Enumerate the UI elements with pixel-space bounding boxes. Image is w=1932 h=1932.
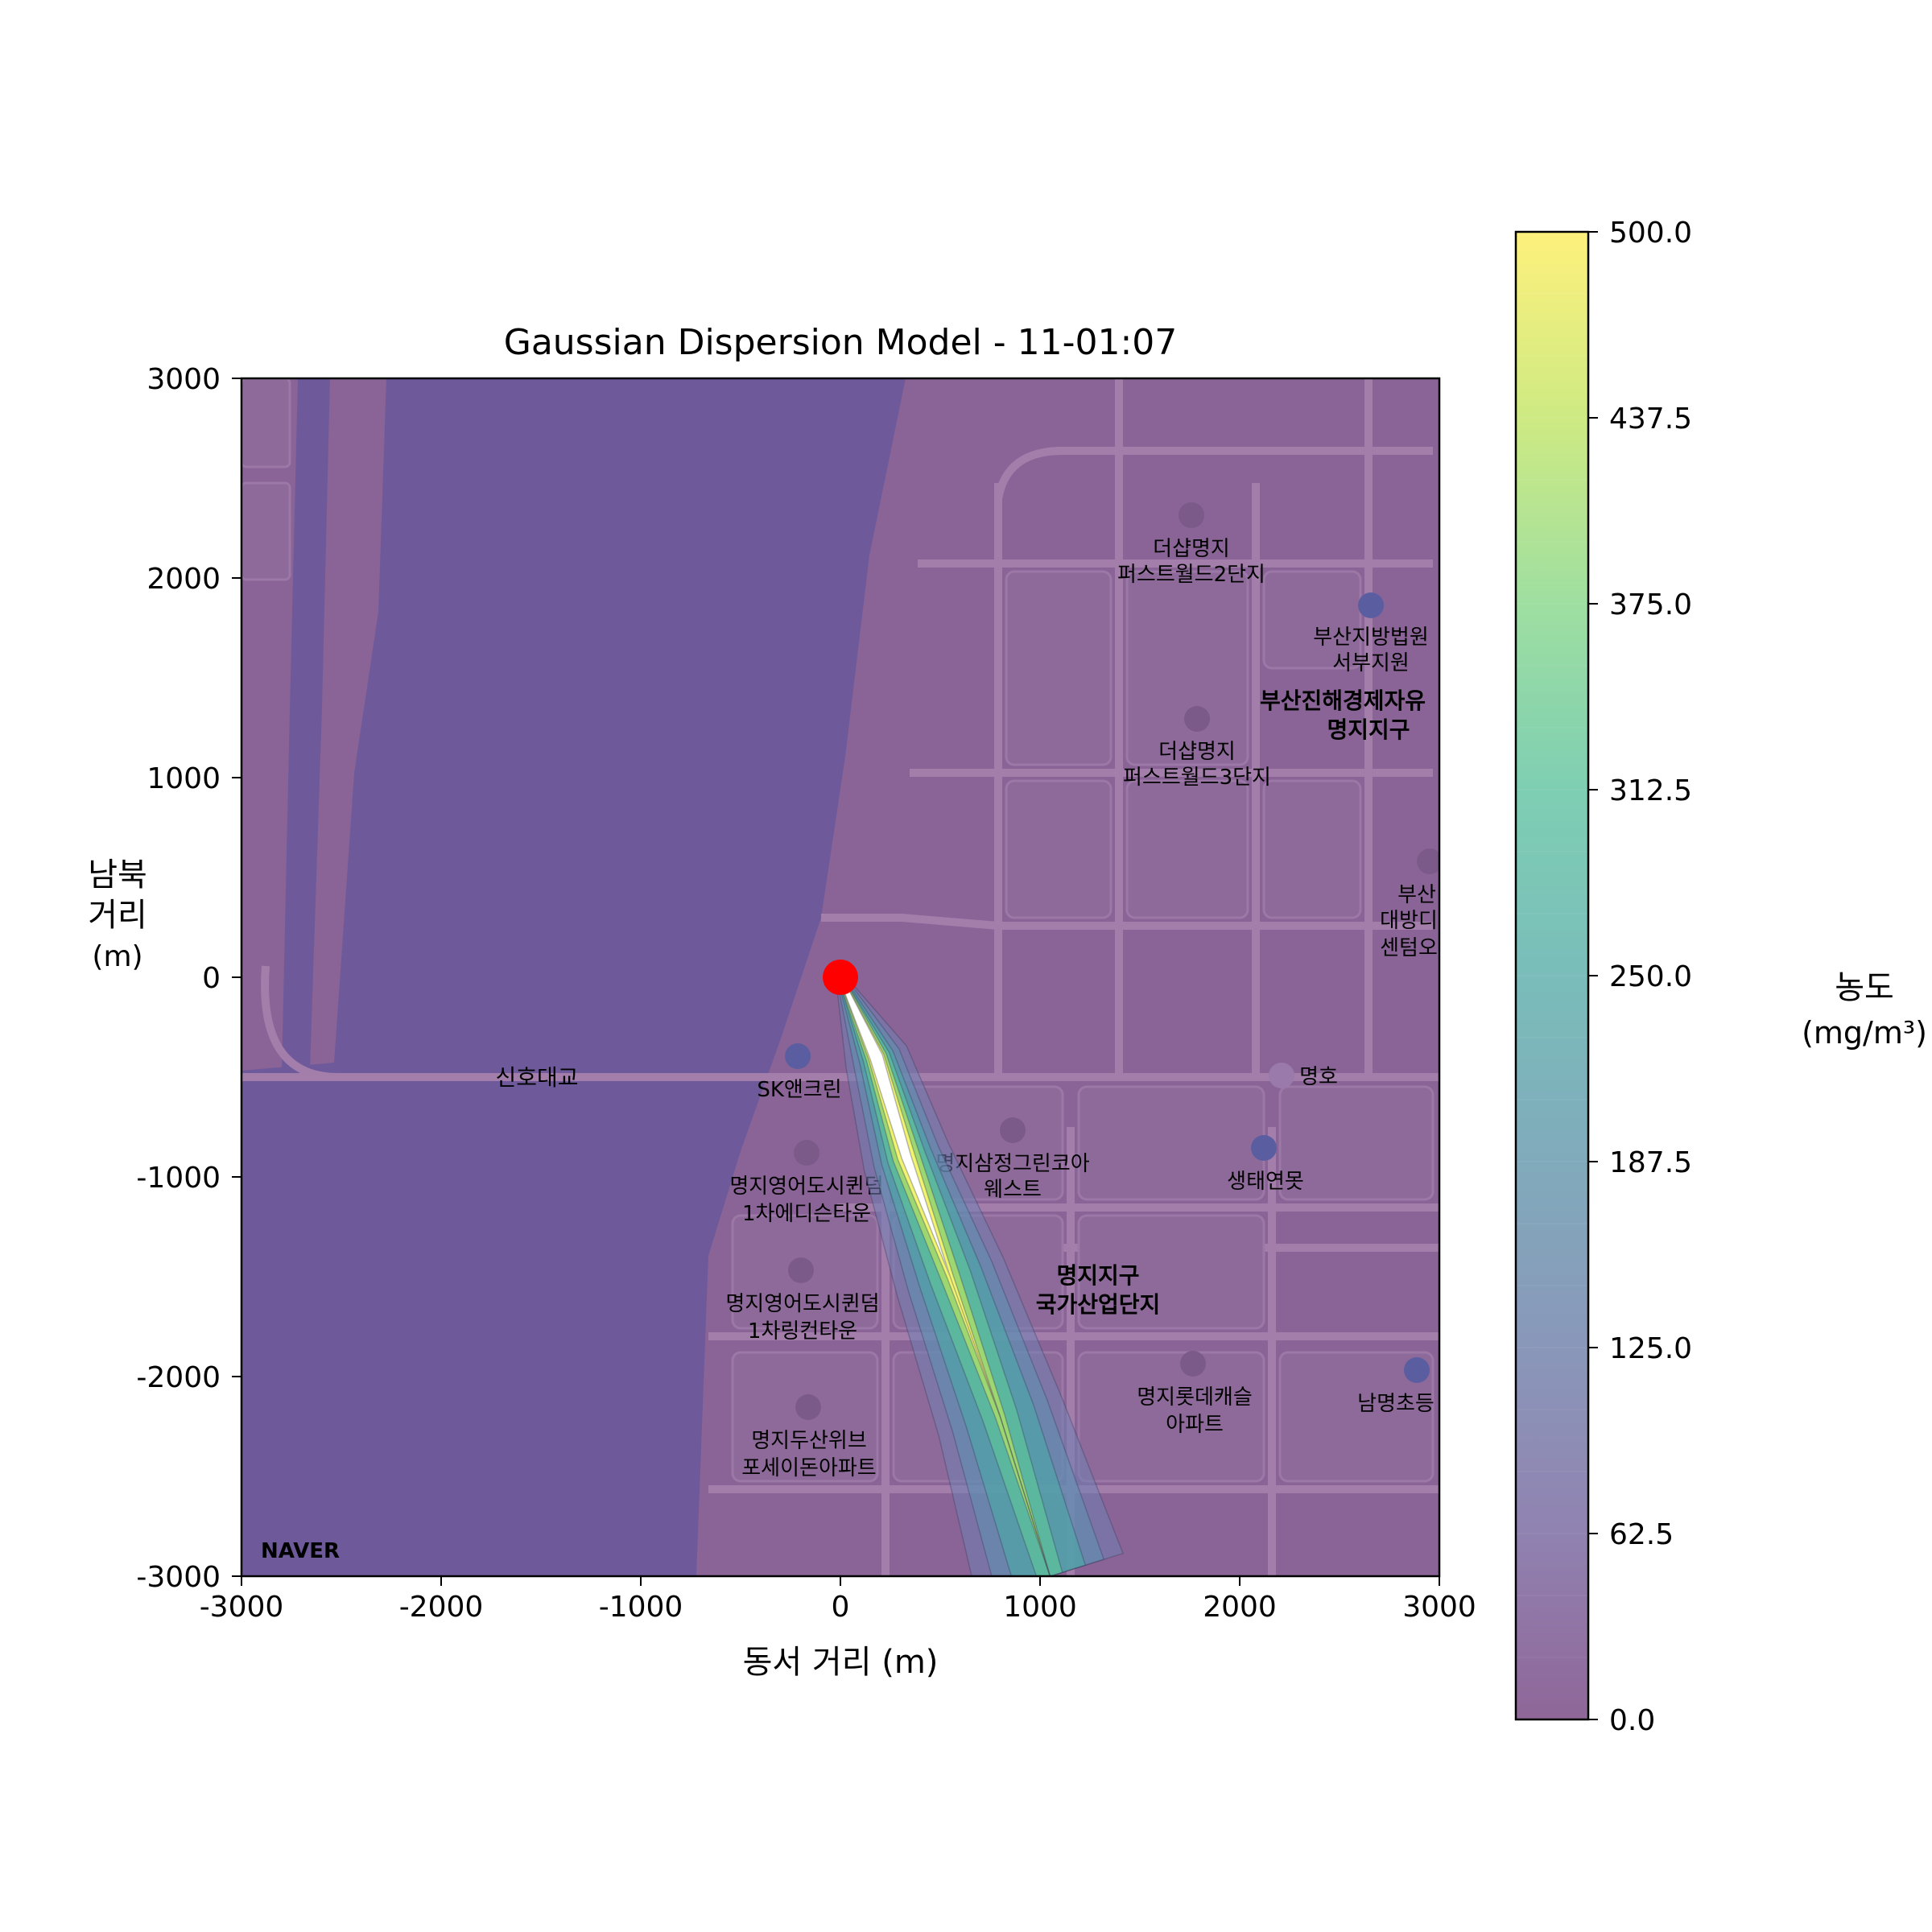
y-axis-label: 남북 거리 (m) [88, 857, 147, 973]
map-label: 명지롯데캐슬 [1137, 1385, 1253, 1410]
map-label: 국가산업단지 [1036, 1291, 1161, 1318]
gas-station-icon [785, 1043, 811, 1069]
y-axis-label-line: 거리 [88, 897, 147, 934]
y-axis: -3000 -2000 -1000 0 1000 2000 3000 [136, 363, 242, 1594]
map-label: 부산지방법원 [1313, 625, 1429, 650]
map-label: 서부지원 [1332, 651, 1410, 675]
school-icon [1404, 1357, 1430, 1383]
x-tick-label: -2000 [399, 1591, 484, 1624]
y-tick-label: 2000 [147, 563, 221, 596]
y-tick-label: -3000 [136, 1561, 221, 1594]
ic-icon [1269, 1063, 1294, 1088]
building-icon [1417, 848, 1439, 874]
map-label: 1차링컨타운 [748, 1319, 857, 1344]
naver-logo: NAVER [261, 1539, 340, 1563]
colorbar-tick-label: 375.0 [1609, 588, 1692, 621]
colorbar-tick-label: 125.0 [1609, 1332, 1692, 1365]
x-tick-label: -1000 [599, 1591, 683, 1624]
map-label: 부산진해경제자유 [1260, 687, 1426, 714]
colorbar: 0.0 62.5 125.0 187.5 250.0 312.5 375.0 437.5 500… [1514, 217, 1927, 1737]
map-label: 퍼스트월드3단지 [1123, 766, 1271, 790]
chart-title: Gaussian Dispersion Model - 11-01:07 [504, 322, 1178, 363]
colorbar-tick-label: 500.0 [1609, 217, 1692, 250]
colorbar-gradient [1516, 232, 1588, 1719]
x-tick-label: -3000 [200, 1591, 284, 1624]
y-axis-label-line: 남북 [88, 857, 147, 894]
plot-area: 더샵명지 퍼스트월드2단지 부산지방법원 서부지원 부산진해경제자유 명지지구 … [242, 378, 1439, 1576]
colorbar-tick-label: 312.5 [1609, 774, 1692, 807]
courthouse-icon [1358, 592, 1384, 618]
river-channel [282, 378, 330, 1071]
source-marker [823, 960, 858, 995]
plume-contour [838, 976, 1051, 1576]
map-label: 신호대교 [495, 1064, 578, 1091]
park-icon [1251, 1135, 1277, 1161]
map-labels: 더샵명지 퍼스트월드2단지 부산지방법원 서부지원 부산진해경제자유 명지지구 … [261, 502, 1439, 1563]
colorbar-label-line: 농도 [1835, 969, 1894, 1006]
y-tick-label: 0 [202, 962, 221, 995]
colorbar-tick-label: 187.5 [1609, 1146, 1692, 1179]
y-tick-label: 1000 [147, 762, 221, 795]
y-tick-label: -1000 [136, 1162, 221, 1195]
map-label: 퍼스트월드2단지 [1117, 563, 1265, 587]
apartment-icon [795, 1394, 821, 1420]
y-axis-label-line: (m) [92, 940, 142, 973]
basemap: 더샵명지 퍼스트월드2단지 부산지방법원 서부지원 부산진해경제자유 명지지구 … [242, 378, 1439, 1576]
colorbar-label-line: (mg/m³) [1802, 1015, 1927, 1051]
y-tick-label: 3000 [147, 363, 221, 396]
map-label: 센텀오 [1380, 936, 1438, 960]
colorbar-tick-label: 62.5 [1609, 1518, 1674, 1551]
x-tick-label: 0 [832, 1591, 850, 1624]
city-blocks [242, 378, 1435, 1483]
x-tick-label: 1000 [1003, 1591, 1077, 1624]
map-label: 남명초등 [1357, 1392, 1435, 1416]
map-label: 부산 [1397, 883, 1436, 907]
colorbar-ticks: 0.0 62.5 125.0 187.5 250.0 312.5 375.0 437.5 500… [1588, 217, 1692, 1737]
map-label: 명지두산위브 [751, 1429, 867, 1453]
y-tick-label: -2000 [136, 1361, 221, 1394]
river [242, 378, 906, 1576]
map-label: 포세이돈아파트 [741, 1456, 876, 1480]
apartment-icon [1000, 1117, 1026, 1143]
map-label: 대방디 [1380, 909, 1438, 933]
plume-contours [835, 974, 1125, 1576]
map-label: 명지지구 [1056, 1262, 1139, 1289]
colorbar-tick-label: 437.5 [1609, 402, 1692, 436]
map-label: 더샵명지 [1153, 537, 1230, 561]
x-axis: -3000 -2000 -1000 0 1000 2000 3000 [200, 1576, 1476, 1624]
colorbar-tick-label: 250.0 [1609, 960, 1692, 993]
map-label: 명지영어도시퀸덤 [725, 1292, 879, 1316]
apartment-icon [794, 1140, 819, 1166]
apartment-icon [788, 1257, 814, 1283]
map-label: 1차에디슨타운 [742, 1202, 871, 1226]
colorbar-tick-label: 0.0 [1609, 1704, 1655, 1737]
colorbar-bands [1516, 293, 1588, 1658]
map-label: SK앤크린 [757, 1078, 841, 1102]
map-label: 아파트 [1166, 1413, 1224, 1437]
map-label: 웨스트 [984, 1178, 1042, 1202]
apartment-icon [1179, 502, 1204, 528]
x-tick-label: 2000 [1203, 1591, 1277, 1624]
map-label: 명호 [1299, 1065, 1338, 1089]
map-label: 더샵명지 [1158, 740, 1236, 764]
map-label: 명지지구 [1327, 716, 1410, 743]
map-label: 생태연못 [1227, 1170, 1304, 1194]
map-label: 명지영어도시퀸덤 [729, 1174, 883, 1199]
apartment-icon [1184, 706, 1210, 732]
x-tick-label: 3000 [1402, 1591, 1476, 1624]
apartment-icon [1180, 1351, 1206, 1377]
x-axis-label: 동서 거리 (m) [743, 1644, 939, 1681]
